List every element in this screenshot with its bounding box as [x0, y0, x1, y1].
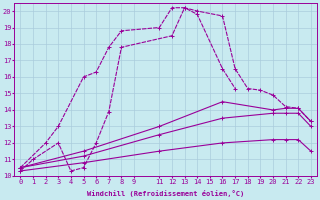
X-axis label: Windchill (Refroidissement éolien,°C): Windchill (Refroidissement éolien,°C)	[87, 190, 244, 197]
